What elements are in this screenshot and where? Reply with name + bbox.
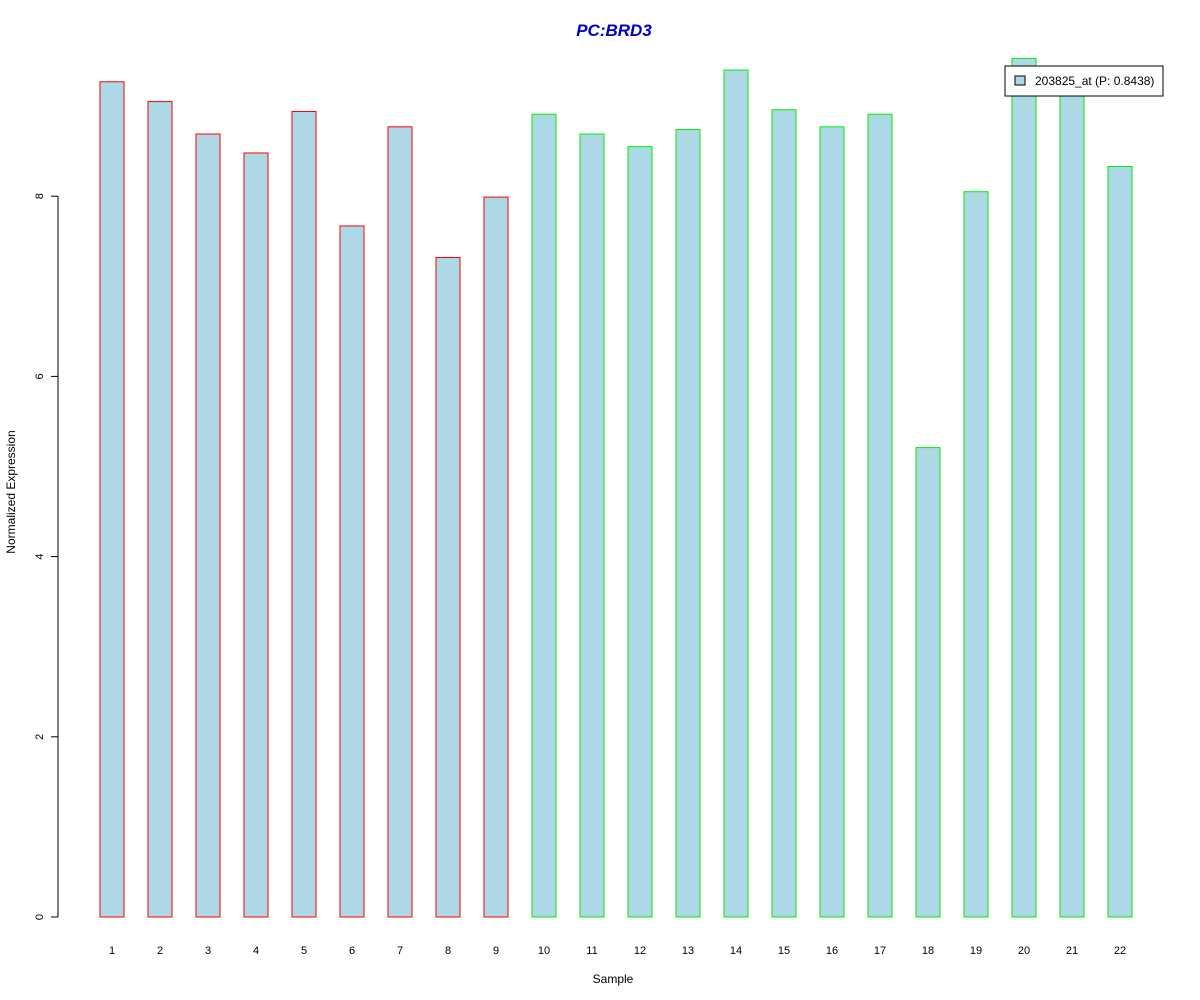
x-tick-label: 4: [253, 945, 259, 957]
x-tick-labels: 1 2 3 4 5 6 7 8 9 10 11 12 13 14 15 16 17 18 19 20 21 22: [109, 945, 1126, 957]
bar-sample-14: [723, 69, 749, 918]
bar-sample-8: [435, 256, 461, 918]
legend-label: 203825_at (P: 0.8438): [1035, 74, 1154, 88]
x-tick-label: 8: [445, 945, 451, 957]
y-tick-label: 2: [34, 734, 46, 740]
y-tick-label: 8: [34, 193, 46, 199]
x-tick-label: 3: [205, 945, 211, 957]
bar-sample-17: [867, 113, 893, 918]
bar-sample-21: [1059, 81, 1085, 918]
bar-sample-6: [339, 225, 365, 918]
x-tick-label: 7: [397, 945, 403, 957]
x-tick-label: 1: [109, 945, 115, 957]
y-axis-title: Normalized Expression: [4, 430, 18, 553]
bar-sample-4: [243, 152, 269, 918]
legend: 203825_at (P: 0.8438): [1004, 65, 1164, 97]
legend-swatch: [1014, 75, 1026, 86]
bar-sample-19: [963, 191, 989, 918]
x-tick-label: 19: [970, 945, 982, 957]
bar-sample-5: [291, 111, 317, 918]
bars: [99, 57, 1133, 918]
bar-sample-2: [147, 101, 173, 918]
legend-box: [1004, 65, 1164, 97]
x-tick-label: 5: [301, 945, 307, 957]
x-tick-label: 14: [730, 945, 742, 957]
bar-sample-10: [531, 113, 557, 918]
x-tick-label: 21: [1066, 945, 1078, 957]
x-tick-label: 2: [157, 945, 163, 957]
bar-sample-16: [819, 126, 845, 918]
x-tick-label: 9: [493, 945, 499, 957]
x-tick-label: 13: [682, 945, 694, 957]
y-tick-label: 6: [34, 373, 46, 379]
x-tick-label: 15: [778, 945, 790, 957]
y-axis: 0 2 4 6 8: [34, 193, 59, 920]
bar-sample-13: [675, 129, 701, 918]
bar-sample-20: [1011, 57, 1037, 918]
y-tick-label: 4: [34, 554, 46, 560]
bar-sample-11: [579, 133, 605, 918]
x-tick-label: 16: [826, 945, 838, 957]
bar-sample-18: [915, 447, 941, 918]
chart-title: PC:BRD3: [576, 21, 652, 40]
x-tick-label: 17: [874, 945, 886, 957]
x-axis-title: Sample: [593, 972, 634, 986]
bar-sample-1: [99, 81, 125, 918]
x-tick-label: 6: [349, 945, 355, 957]
x-tick-label: 12: [634, 945, 646, 957]
x-tick-label: 22: [1114, 945, 1126, 957]
bar-sample-9: [483, 196, 509, 918]
x-tick-label: 20: [1018, 945, 1030, 957]
bar-sample-3: [195, 133, 221, 918]
bar-sample-15: [771, 109, 797, 918]
bar-sample-12: [627, 146, 653, 918]
x-tick-label: 10: [538, 945, 550, 957]
x-tick-label: 18: [922, 945, 934, 957]
bar-sample-22: [1107, 165, 1133, 918]
bar-sample-7: [387, 126, 413, 918]
x-tick-label: 11: [586, 945, 597, 957]
y-tick-label: 0: [34, 914, 46, 920]
